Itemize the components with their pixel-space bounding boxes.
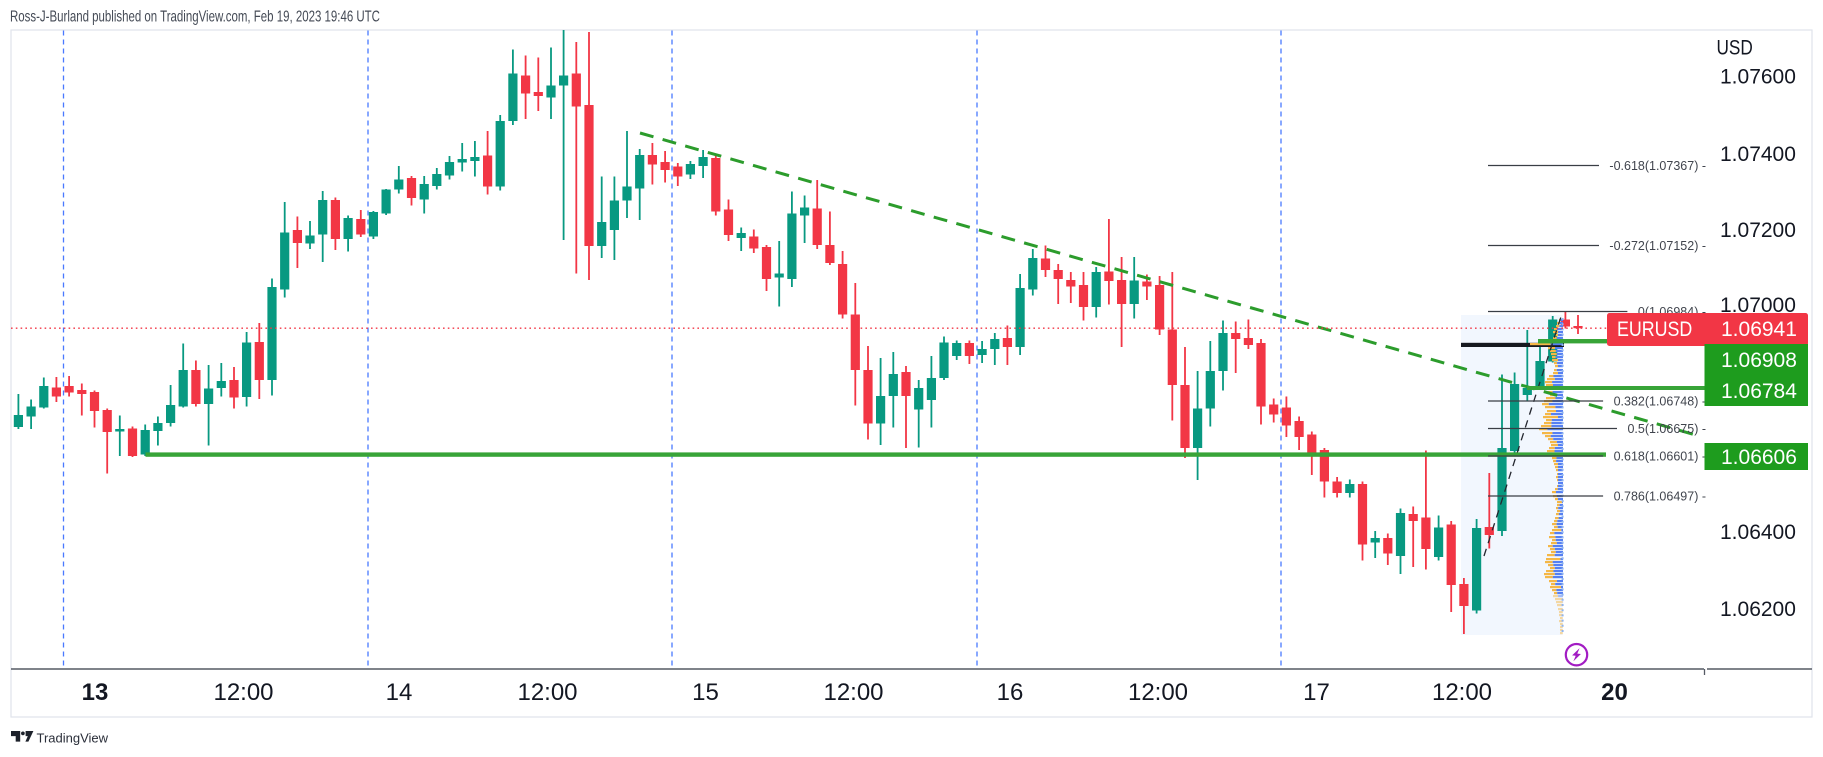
svg-text:0.5(1.06675) -: 0.5(1.06675) -	[1627, 422, 1706, 436]
svg-text:1.07600: 1.07600	[1720, 66, 1796, 89]
svg-text:0.382(1.06748) -: 0.382(1.06748) -	[1614, 395, 1706, 409]
svg-text:15: 15	[692, 679, 719, 706]
svg-text:Ross-J-Burland published on Tr: Ross-J-Burland published on TradingView.…	[10, 8, 380, 25]
svg-text:1.07400: 1.07400	[1720, 143, 1796, 166]
svg-text:1.07200: 1.07200	[1720, 219, 1796, 242]
svg-text:12:00: 12:00	[213, 679, 273, 706]
svg-text:EURUSD: EURUSD	[1617, 318, 1692, 342]
svg-text:USD: USD	[1717, 37, 1753, 60]
svg-text:12:00: 12:00	[823, 679, 883, 706]
svg-text:12:00: 12:00	[517, 679, 577, 706]
svg-text:1.06606: 1.06606	[1721, 446, 1797, 469]
svg-text:1.06908: 1.06908	[1721, 349, 1797, 372]
svg-text:12:00: 12:00	[1432, 679, 1492, 706]
svg-text:16: 16	[997, 679, 1024, 706]
svg-text:-0.618(1.07367) -: -0.618(1.07367) -	[1609, 159, 1706, 173]
svg-text:1.06400: 1.06400	[1720, 521, 1796, 544]
svg-text:0.618(1.06601) -: 0.618(1.06601) -	[1614, 450, 1706, 464]
svg-text:1.07000: 1.07000	[1720, 294, 1796, 317]
svg-text:14: 14	[386, 679, 413, 706]
svg-text:TradingView: TradingView	[37, 730, 109, 745]
svg-text:1.06784: 1.06784	[1721, 380, 1797, 403]
svg-text:0.786(1.06497) -: 0.786(1.06497) -	[1614, 490, 1706, 504]
svg-text:12:00: 12:00	[1128, 679, 1188, 706]
svg-text:-0.272(1.07152) -: -0.272(1.07152) -	[1609, 239, 1706, 253]
svg-text:13: 13	[82, 679, 109, 706]
svg-text:20: 20	[1601, 679, 1628, 706]
svg-text:17: 17	[1303, 679, 1330, 706]
svg-text:1.06941: 1.06941	[1721, 318, 1797, 341]
svg-text:1.06200: 1.06200	[1720, 598, 1796, 621]
